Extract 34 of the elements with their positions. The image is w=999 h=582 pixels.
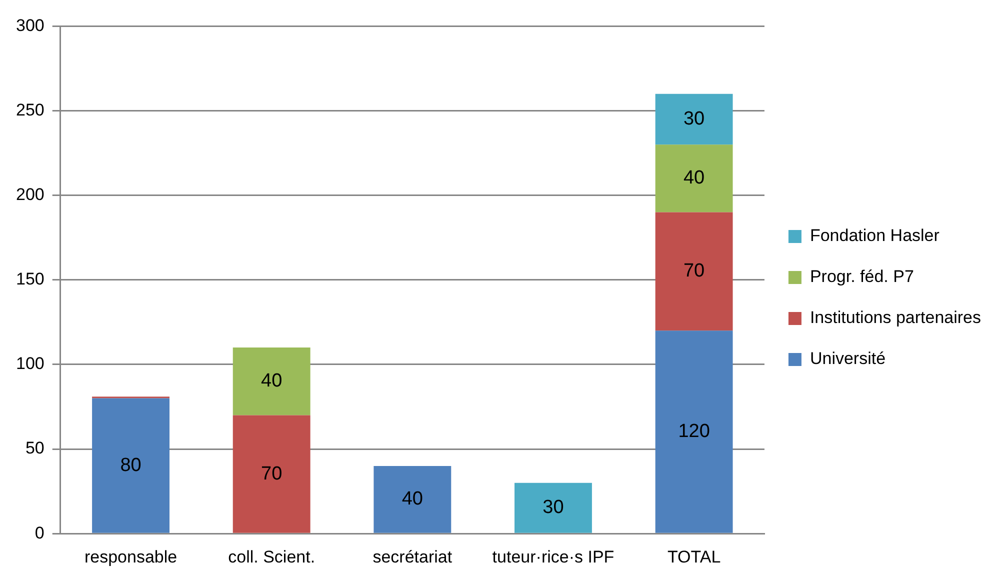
y-tick-label: 50 <box>25 438 44 458</box>
y-tick-label: 150 <box>16 270 44 289</box>
data-label: 80 <box>120 454 142 476</box>
x-tick-label: responsable <box>84 547 178 566</box>
bar <box>655 330 733 533</box>
bar <box>232 348 310 416</box>
x-tick-label: secrétariat <box>372 547 452 566</box>
bar <box>655 94 733 145</box>
y-tick-label: 250 <box>16 100 44 120</box>
bar <box>374 466 452 533</box>
y-tick-label: 100 <box>16 354 44 374</box>
x-tick-label: tuteur·rice·s IPF <box>492 547 614 566</box>
data-label: 30 <box>542 497 564 518</box>
bar <box>92 398 170 533</box>
legend-label: Progr. féd. P7 <box>810 267 914 286</box>
data-label: 40 <box>261 370 282 392</box>
legend-label: Fondation Hasler <box>810 226 940 246</box>
legend-label: Institutions partenaires <box>810 308 982 328</box>
bar <box>232 415 310 533</box>
x-tick-label: TOTAL <box>667 547 721 566</box>
y-tick-label: 0 <box>34 523 44 542</box>
legend-label: Université <box>810 349 886 368</box>
data-label: 40 <box>402 488 423 510</box>
y-tick-label: 300 <box>16 16 44 35</box>
data-label: 70 <box>261 463 282 484</box>
data-label: 30 <box>683 108 705 130</box>
bar <box>655 144 733 212</box>
data-label: 40 <box>683 168 705 189</box>
bar <box>514 482 592 533</box>
data-label: 120 <box>678 420 710 442</box>
x-tick-label: coll. Scient. <box>228 547 316 566</box>
data-label: 70 <box>683 260 705 282</box>
bar <box>655 212 733 331</box>
y-tick-label: 200 <box>16 185 44 204</box>
